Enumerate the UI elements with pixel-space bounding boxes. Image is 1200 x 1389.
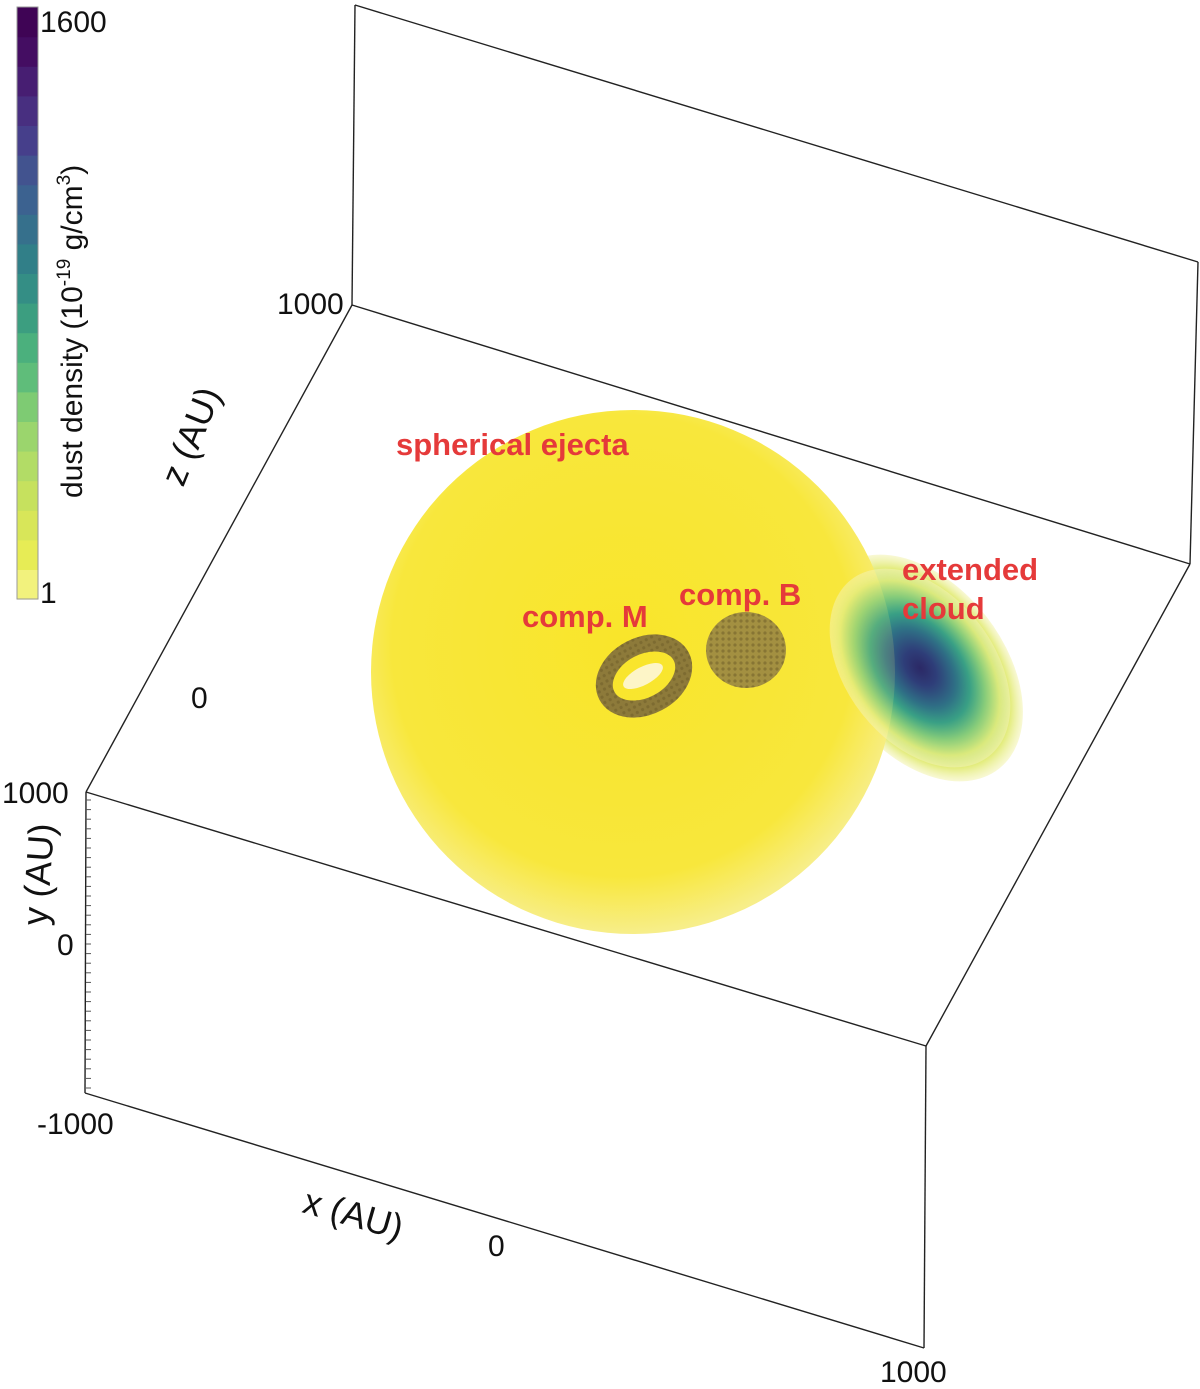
colorbar-segment bbox=[17, 66, 38, 97]
colorbar-segment bbox=[17, 303, 38, 334]
colorbar-max-label: 1600 bbox=[40, 6, 107, 39]
colorbar-segment bbox=[17, 214, 38, 245]
comp-m-ring bbox=[595, 634, 693, 718]
colorbar-segment bbox=[17, 243, 38, 274]
colorbar-segment bbox=[17, 539, 38, 570]
annotation-spherical-ejecta: spherical ejecta bbox=[396, 427, 629, 462]
colorbar-segment bbox=[17, 391, 38, 422]
colorbar-segment bbox=[17, 362, 38, 393]
x-axis-label: x (AU) bbox=[299, 1180, 408, 1248]
colorbar-segment bbox=[17, 155, 38, 186]
colorbar-gradient bbox=[17, 7, 38, 600]
x-tick-1000: 1000 bbox=[880, 1356, 947, 1389]
colorbar-segment bbox=[17, 125, 38, 156]
colorbar-segment bbox=[17, 95, 38, 126]
colorbar-segment bbox=[17, 569, 38, 600]
annotation-comp-b: comp. B bbox=[679, 577, 801, 612]
colorbar-segment bbox=[17, 7, 38, 38]
colorbar-title: dust density (10-19 g/cm3) bbox=[54, 165, 89, 498]
bounding-box-front bbox=[84, 563, 1191, 1349]
annotation-extended: extended bbox=[902, 552, 1038, 587]
x-tick-0: 0 bbox=[488, 1230, 505, 1263]
colorbar-min-label: 1 bbox=[40, 577, 57, 610]
colorbar-segment bbox=[17, 421, 38, 452]
colorbar-segment bbox=[17, 332, 38, 363]
colorbar-segment bbox=[17, 510, 38, 541]
z-tick-1000: 1000 bbox=[277, 288, 344, 321]
y-tick-1000: 1000 bbox=[2, 777, 69, 810]
colorbar-segment bbox=[17, 480, 38, 511]
comp-b-blob bbox=[706, 612, 786, 688]
colorbar-segment bbox=[17, 184, 38, 215]
colorbar-segment bbox=[17, 273, 38, 304]
z-axis-label: z (AU) bbox=[152, 381, 228, 491]
y-axis-tick-marks bbox=[86, 799, 91, 1089]
colorbar: 1600 1 dust density (10-19 g/cm3) bbox=[16, 6, 107, 610]
bounding-box-back bbox=[85, 4, 1199, 793]
colorbar-segment bbox=[17, 36, 38, 67]
annotation-cloud: cloud bbox=[902, 591, 985, 626]
y-axis-label: y (AU) bbox=[14, 822, 62, 927]
extended-cloud-overlap bbox=[829, 568, 1011, 768]
x-tick-minus-1000: -1000 bbox=[37, 1108, 114, 1141]
colorbar-segment bbox=[17, 451, 38, 482]
z-tick-0: 0 bbox=[191, 682, 208, 715]
y-tick-0: 0 bbox=[57, 929, 74, 962]
annotation-comp-m: comp. M bbox=[522, 599, 648, 634]
